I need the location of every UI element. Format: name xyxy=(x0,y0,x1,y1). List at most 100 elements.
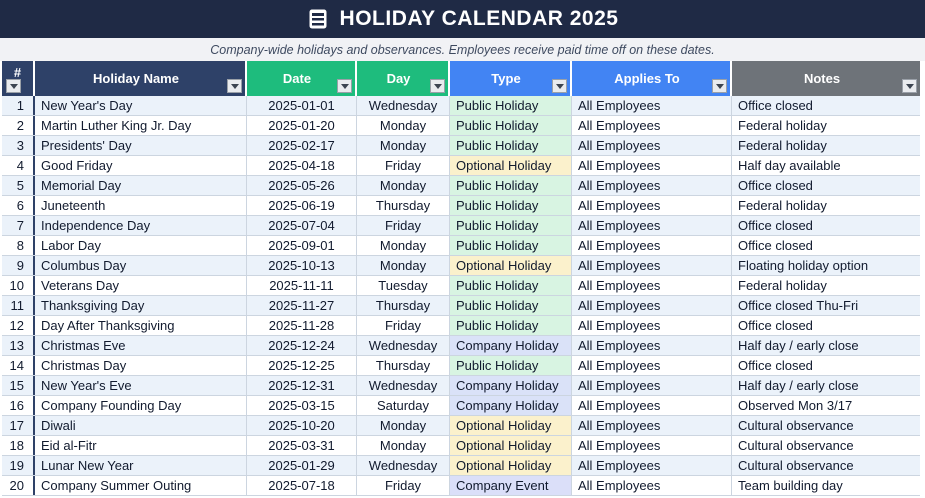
cell-type[interactable]: Public Holiday xyxy=(450,216,572,235)
cell-date[interactable]: 2025-01-29 xyxy=(247,456,357,475)
cell-type[interactable]: Company Holiday xyxy=(450,376,572,395)
cell-applies[interactable]: All Employees xyxy=(572,456,732,475)
cell-notes[interactable]: Federal holiday xyxy=(738,278,827,293)
cell-applies[interactable]: All Employees xyxy=(572,116,732,135)
cell-type[interactable]: Optional Holiday xyxy=(450,416,572,435)
cell-date[interactable]: 2025-12-24 xyxy=(247,336,357,355)
cell-date[interactable]: 2025-01-20 xyxy=(247,116,357,135)
cell-notes[interactable]: Office closed Thu-Fri xyxy=(738,298,859,313)
cell-notes[interactable]: Office closed xyxy=(738,318,813,333)
cell-day[interactable]: Monday xyxy=(357,116,450,135)
cell-applies[interactable]: All Employees xyxy=(572,276,732,295)
cell-type[interactable]: Optional Holiday xyxy=(450,456,572,475)
cell-num[interactable]: 15 xyxy=(2,376,35,395)
cell-day[interactable]: Friday xyxy=(357,216,450,235)
cell-applies[interactable]: All Employees xyxy=(572,156,732,175)
cell-type[interactable]: Company Holiday xyxy=(450,396,572,415)
cell-day[interactable]: Thursday xyxy=(357,296,450,315)
cell-name[interactable]: Company Summer Outing xyxy=(35,476,247,495)
cell-num[interactable]: 1 xyxy=(2,96,35,115)
cell-type[interactable]: Public Holiday xyxy=(450,196,572,215)
cell-notes[interactable]: Observed Mon 3/17 xyxy=(738,398,853,413)
cell-num[interactable]: 7 xyxy=(2,216,35,235)
cell-applies[interactable]: All Employees xyxy=(572,316,732,335)
column-header-day[interactable]: Day xyxy=(357,61,450,96)
cell-name[interactable]: Veterans Day xyxy=(35,276,247,295)
cell-applies[interactable]: All Employees xyxy=(572,196,732,215)
cell-date[interactable]: 2025-11-11 xyxy=(247,276,357,295)
cell-date[interactable]: 2025-09-01 xyxy=(247,236,357,255)
cell-notes[interactable]: Half day / early close xyxy=(738,378,859,393)
cell-type[interactable]: Company Holiday xyxy=(450,336,572,355)
cell-date[interactable]: 2025-10-20 xyxy=(247,416,357,435)
cell-num[interactable]: 11 xyxy=(2,296,35,315)
cell-day[interactable]: Friday xyxy=(357,156,450,175)
column-header-date[interactable]: Date xyxy=(247,61,357,96)
filter-button-holiday-name[interactable] xyxy=(227,79,242,93)
cell-type[interactable]: Public Holiday xyxy=(450,236,572,255)
cell-notes[interactable]: Federal holiday xyxy=(738,138,827,153)
cell-name[interactable]: Christmas Day xyxy=(35,356,247,375)
cell-day[interactable]: Tuesday xyxy=(357,276,450,295)
cell-name[interactable]: Christmas Eve xyxy=(35,336,247,355)
cell-day[interactable]: Monday xyxy=(357,256,450,275)
filter-button-day[interactable] xyxy=(430,79,445,93)
cell-date[interactable]: 2025-07-04 xyxy=(247,216,357,235)
cell-applies[interactable]: All Employees xyxy=(572,436,732,455)
cell-num[interactable]: 20 xyxy=(2,476,35,495)
cell-num[interactable]: 10 xyxy=(2,276,35,295)
cell-applies[interactable]: All Employees xyxy=(572,476,732,495)
cell-notes[interactable]: Floating holiday option xyxy=(738,258,869,273)
cell-notes[interactable]: Team building day xyxy=(738,478,843,493)
cell-applies[interactable]: All Employees xyxy=(572,236,732,255)
filter-button-date[interactable] xyxy=(337,79,352,93)
cell-notes[interactable]: Office closed xyxy=(738,218,813,233)
cell-notes[interactable]: Federal holiday xyxy=(738,118,827,133)
cell-day[interactable]: Friday xyxy=(357,316,450,335)
cell-name[interactable]: Eid al-Fitr xyxy=(35,436,247,455)
cell-num[interactable]: 9 xyxy=(2,256,35,275)
column-header-notes[interactable]: Notes xyxy=(732,61,920,96)
cell-name[interactable]: Presidents' Day xyxy=(35,136,247,155)
cell-applies[interactable]: All Employees xyxy=(572,396,732,415)
cell-notes[interactable]: Federal holiday xyxy=(738,198,827,213)
cell-applies[interactable]: All Employees xyxy=(572,376,732,395)
cell-name[interactable]: New Year's Day xyxy=(35,96,247,115)
cell-applies[interactable]: All Employees xyxy=(572,136,732,155)
cell-num[interactable]: 2 xyxy=(2,116,35,135)
cell-applies[interactable]: All Employees xyxy=(572,176,732,195)
column-header-holiday-name[interactable]: Holiday Name xyxy=(35,61,247,96)
cell-date[interactable]: 2025-07-18 xyxy=(247,476,357,495)
cell-name[interactable]: Company Founding Day xyxy=(35,396,247,415)
cell-notes[interactable]: Office closed xyxy=(738,98,813,113)
cell-type[interactable]: Public Holiday xyxy=(450,116,572,135)
cell-type[interactable]: Optional Holiday xyxy=(450,156,572,175)
cell-type[interactable]: Public Holiday xyxy=(450,276,572,295)
cell-num[interactable]: 4 xyxy=(2,156,35,175)
cell-name[interactable]: New Year's Eve xyxy=(35,376,247,395)
cell-num[interactable]: 6 xyxy=(2,196,35,215)
cell-name[interactable]: Martin Luther King Jr. Day xyxy=(35,116,247,135)
cell-name[interactable]: Lunar New Year xyxy=(35,456,247,475)
cell-date[interactable]: 2025-06-19 xyxy=(247,196,357,215)
cell-day[interactable]: Wednesday xyxy=(357,96,450,115)
cell-num[interactable]: 3 xyxy=(2,136,35,155)
cell-day[interactable]: Friday xyxy=(357,476,450,495)
cell-date[interactable]: 2025-02-17 xyxy=(247,136,357,155)
cell-date[interactable]: 2025-05-26 xyxy=(247,176,357,195)
cell-date[interactable]: 2025-11-28 xyxy=(247,316,357,335)
cell-day[interactable]: Monday xyxy=(357,436,450,455)
cell-applies[interactable]: All Employees xyxy=(572,96,732,115)
cell-day[interactable]: Monday xyxy=(357,136,450,155)
cell-day[interactable]: Monday xyxy=(357,236,450,255)
cell-day[interactable]: Thursday xyxy=(357,356,450,375)
cell-notes[interactable]: Office closed xyxy=(738,178,813,193)
filter-button-notes[interactable] xyxy=(902,79,917,93)
cell-applies[interactable]: All Employees xyxy=(572,296,732,315)
cell-type[interactable]: Optional Holiday xyxy=(450,256,572,275)
cell-applies[interactable]: All Employees xyxy=(572,256,732,275)
cell-applies[interactable]: All Employees xyxy=(572,216,732,235)
cell-date[interactable]: 2025-12-31 xyxy=(247,376,357,395)
cell-type[interactable]: Public Holiday xyxy=(450,316,572,335)
cell-type[interactable]: Public Holiday xyxy=(450,136,572,155)
